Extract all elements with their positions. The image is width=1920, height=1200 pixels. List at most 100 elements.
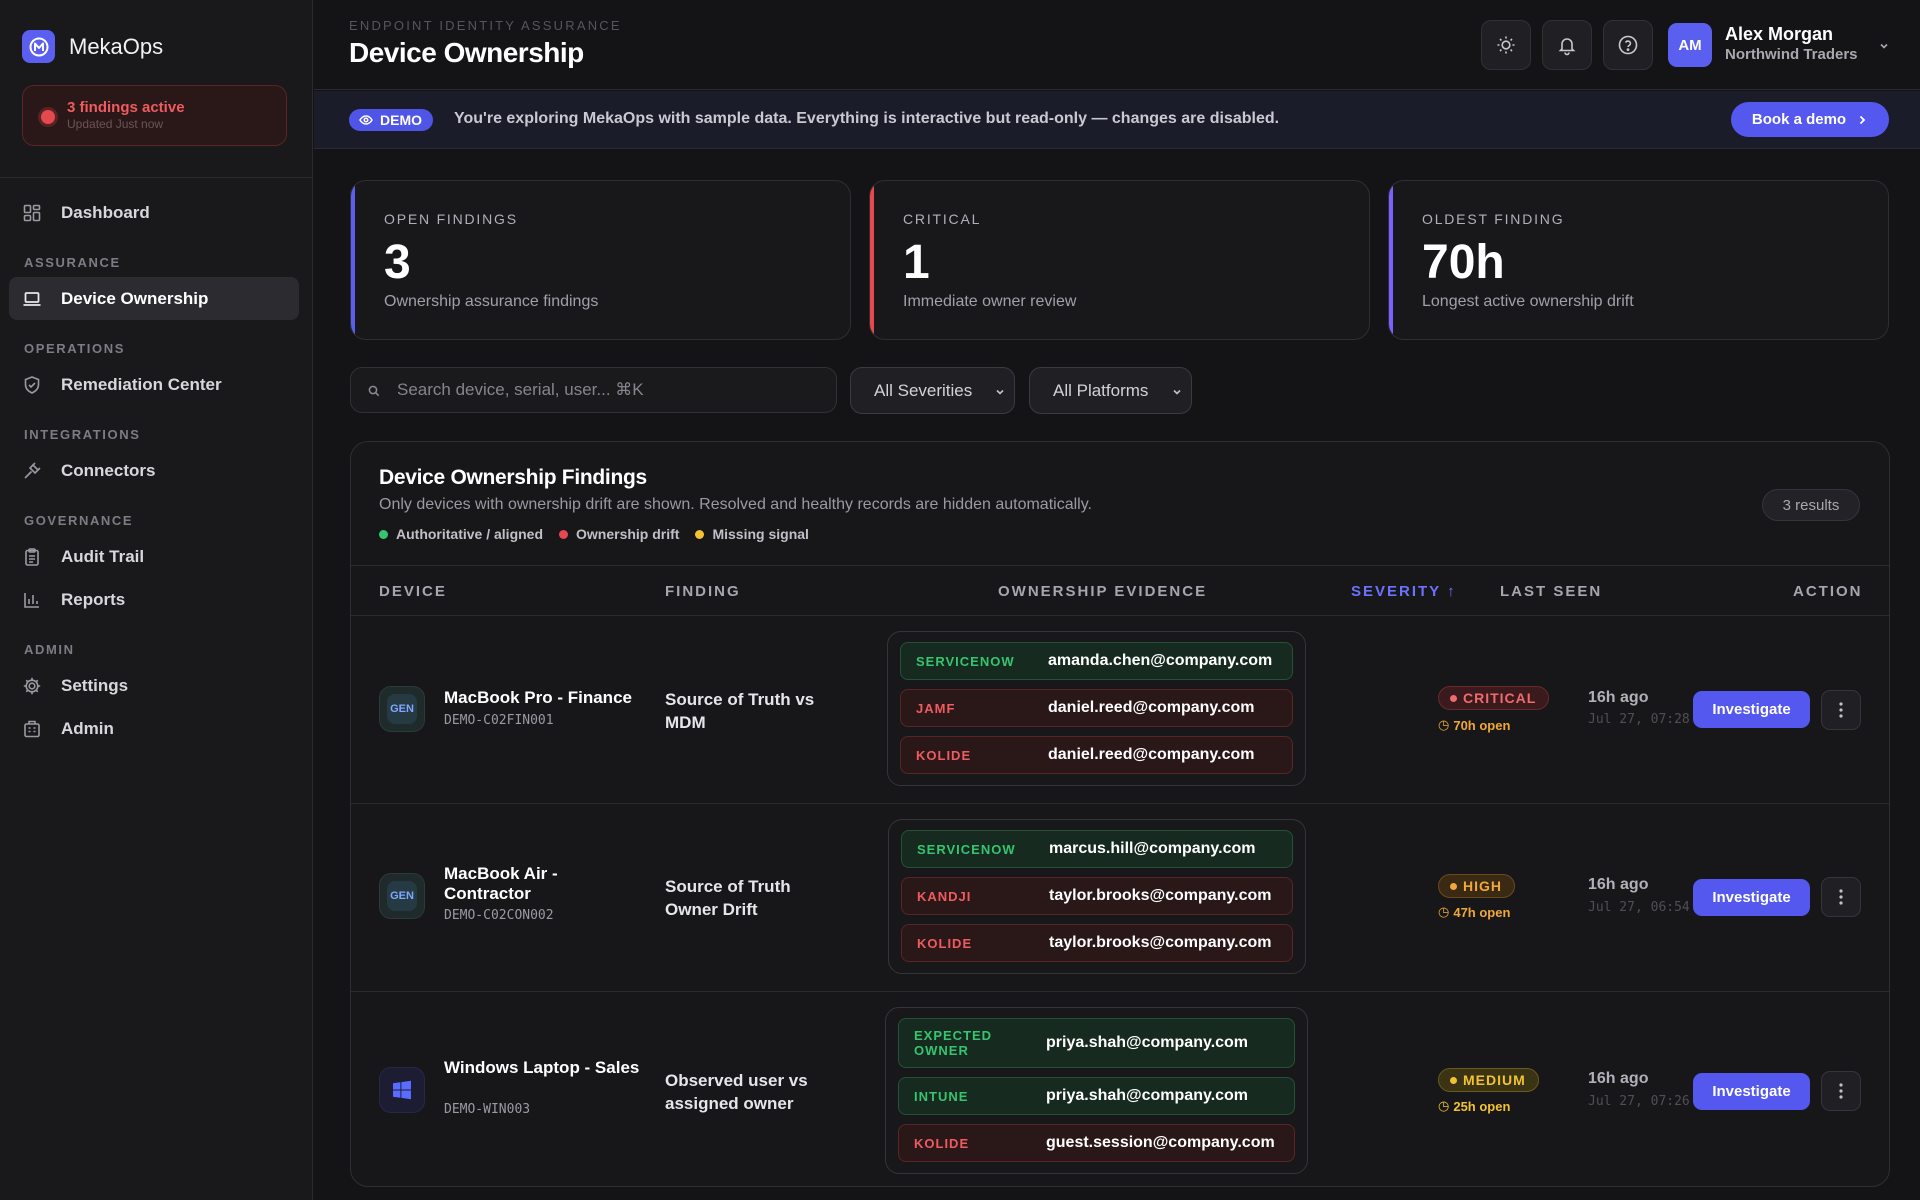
sidebar-item-audit-trail[interactable]: Audit Trail: [9, 535, 299, 578]
legend-label: Ownership drift: [576, 526, 680, 542]
evidence-item: KOLIDE guest.session@company.com: [898, 1124, 1295, 1162]
page-eyebrow: ENDPOINT IDENTITY ASSURANCE: [349, 18, 622, 33]
open-duration-label: 70h open: [1453, 717, 1511, 733]
sidebar-item-device-ownership[interactable]: Device Ownership: [9, 277, 299, 320]
more-actions-button[interactable]: [1821, 877, 1861, 917]
sidebar-item-label: Reports: [61, 589, 126, 609]
evidence-item: KOLIDE taylor.brooks@company.com: [901, 924, 1293, 962]
generic-device-icon: GEN: [387, 694, 417, 724]
last-seen-timestamp: Jul 27, 06:54 PM: [1588, 900, 1714, 915]
stat-subtitle: Ownership assurance findings: [384, 293, 599, 310]
evidence-source: JAMF: [916, 700, 956, 716]
table-row[interactable]: GEN MacBook Pro - Finance DEMO-C02FIN001…: [351, 616, 1889, 804]
evidence-source: KOLIDE: [916, 747, 972, 763]
clock-icon: ◷: [1438, 717, 1450, 732]
column-header-device[interactable]: DEVICE: [379, 583, 447, 600]
sidebar-item-reports[interactable]: Reports: [9, 578, 299, 621]
legend-dot: [379, 529, 388, 539]
theme-toggle-button[interactable]: [1481, 20, 1531, 70]
panel-title: Device Ownership Findings: [379, 466, 647, 489]
search-icon: [368, 385, 380, 397]
column-header-evidence[interactable]: OWNERSHIP EVIDENCE: [998, 583, 1208, 600]
alert-subtitle: Updated Just now: [67, 117, 164, 131]
demo-banner: DEMO You're exploring MekaOps with sampl…: [314, 91, 1920, 149]
last-seen-timestamp: Jul 27, 07:28 PM: [1588, 712, 1714, 727]
open-duration-label: 47h open: [1453, 904, 1511, 920]
legend-item-missing: Missing signal: [695, 526, 809, 542]
search-box[interactable]: [350, 367, 837, 413]
evidence-email: amanda.chen@company.com: [1048, 652, 1273, 669]
shield-check-icon: [24, 375, 40, 394]
more-actions-button[interactable]: [1821, 690, 1861, 730]
legend-dot: [559, 529, 569, 539]
sidebar-item-label: Connectors: [61, 460, 156, 480]
sidebar-item-connectors[interactable]: Connectors: [9, 449, 299, 492]
panel-subtitle: Only devices with ownership drift are sh…: [379, 496, 1092, 513]
legend-item-aligned: Authoritative / aligned: [379, 526, 543, 542]
sidebar-item-label: Dashboard: [61, 202, 150, 222]
legend-item-drift: Ownership drift: [559, 526, 679, 542]
notifications-button[interactable]: [1542, 20, 1592, 70]
search-input[interactable]: [397, 368, 827, 412]
chevron-down-icon[interactable]: [1878, 40, 1890, 52]
last-seen-timestamp: Jul 27, 07:26 PM: [1588, 1094, 1714, 1109]
platform-filter-select[interactable]: All Platforms: [1029, 367, 1192, 414]
stat-subtitle: Longest active ownership drift: [1422, 293, 1634, 310]
stat-card-open-findings[interactable]: OPEN FINDINGS 3 Ownership assurance find…: [350, 180, 851, 340]
sidebar-item-admin[interactable]: Admin: [9, 707, 299, 750]
stat-card-oldest-finding[interactable]: OLDEST FINDING 70h Longest active owners…: [1388, 180, 1889, 340]
sidebar-item-settings[interactable]: Settings: [9, 664, 299, 707]
column-header-severity[interactable]: SEVERITY ↑: [1351, 583, 1457, 600]
ownership-evidence: SERVICENOW marcus.hill@company.com KANDJI…: [888, 819, 1306, 974]
user-name[interactable]: Alex Morgan: [1725, 24, 1834, 44]
stat-value: 3: [384, 236, 411, 289]
platform-filter-value: All Platforms: [1053, 380, 1149, 400]
sidebar-item-remediation-center[interactable]: Remediation Center: [9, 363, 299, 406]
investigate-button[interactable]: Investigate: [1693, 691, 1810, 728]
severity-filter-value: All Severities: [874, 380, 973, 400]
windows-icon: [393, 1080, 411, 1100]
device-name[interactable]: MacBook Pro - Finance: [444, 688, 632, 707]
help-button[interactable]: [1603, 20, 1653, 70]
nav-section-governance: GOVERNANCE: [24, 513, 134, 528]
active-findings-alert[interactable]: 3 findings active Updated Just now: [22, 85, 287, 146]
evidence-email: marcus.hill@company.com: [1049, 840, 1256, 857]
evidence-source: EXPECTED OWNER: [914, 1028, 993, 1058]
evidence-item: EXPECTED OWNER priya.shah@company.com: [898, 1018, 1295, 1068]
sidebar: MekaOps 3 findings active Updated Just n…: [0, 0, 313, 1200]
book-demo-button[interactable]: Book a demo: [1731, 102, 1889, 137]
legend-label: Authoritative / aligned: [396, 526, 544, 542]
investigate-button[interactable]: Investigate: [1693, 1073, 1810, 1110]
evidence-item: KOLIDE daniel.reed@company.com: [900, 736, 1293, 774]
stat-value: 1: [903, 236, 930, 289]
sidebar-divider: [0, 177, 313, 178]
table-row[interactable]: Windows Laptop - Sales DEMO-WIN003 Obser…: [351, 992, 1889, 1186]
open-duration: ◷ 47h open: [1438, 904, 1510, 920]
investigate-button[interactable]: Investigate: [1693, 879, 1810, 916]
device-icon: GEN: [379, 686, 425, 732]
finding-title: Source of Truth Owner Drift: [665, 877, 791, 919]
alert-dot-icon: [41, 110, 55, 124]
table-row[interactable]: GEN MacBook Air - Contractor DEMO-C02CON…: [351, 804, 1889, 992]
sidebar-item-dashboard[interactable]: Dashboard: [9, 191, 299, 234]
evidence-item: KANDJI taylor.brooks@company.com: [901, 877, 1293, 915]
open-duration-label: 25h open: [1453, 1098, 1511, 1114]
more-actions-button[interactable]: [1821, 1071, 1861, 1111]
kebab-icon: [1839, 889, 1843, 905]
brand[interactable]: MekaOps: [22, 30, 163, 63]
stat-card-critical[interactable]: CRITICAL 1 Immediate owner review: [869, 180, 1370, 340]
column-header-last-seen[interactable]: LAST SEEN: [1500, 583, 1603, 600]
evidence-source: KANDJI: [917, 888, 972, 904]
clock-icon: ◷: [1438, 1098, 1450, 1113]
severity-filter-select[interactable]: All Severities: [850, 367, 1015, 414]
kebab-icon: [1839, 702, 1843, 718]
last-seen: 16h ago: [1588, 689, 1649, 706]
evidence-email: taylor.brooks@company.com: [1049, 934, 1272, 951]
evidence-email: guest.session@company.com: [1046, 1134, 1275, 1151]
device-name[interactable]: MacBook Air - Contractor: [444, 864, 558, 903]
avatar[interactable]: AM: [1668, 23, 1712, 67]
column-header-finding[interactable]: FINDING: [665, 583, 741, 600]
evidence-source: SERVICENOW: [916, 653, 1015, 669]
device-name[interactable]: Windows Laptop - Sales: [444, 1058, 640, 1077]
device-serial: DEMO-WIN003: [444, 1102, 531, 1117]
